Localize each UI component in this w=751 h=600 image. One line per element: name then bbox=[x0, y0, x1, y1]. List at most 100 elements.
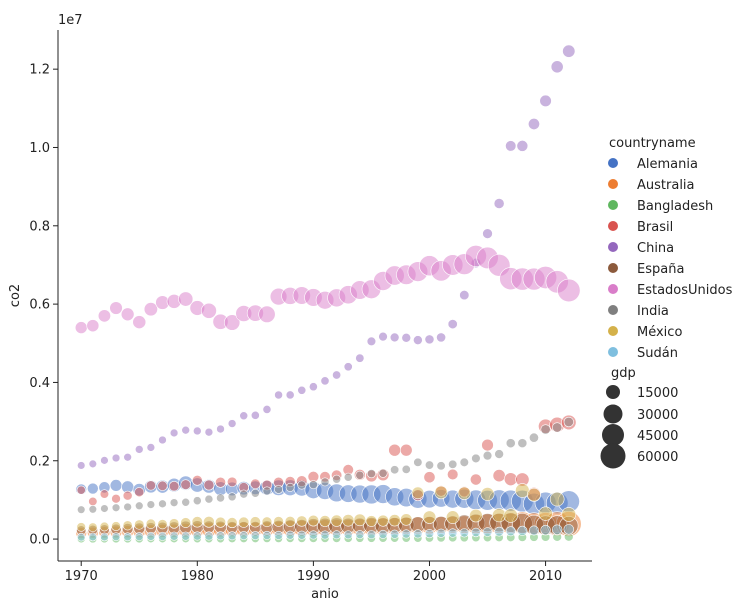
data-point bbox=[563, 416, 574, 428]
data-point bbox=[399, 443, 413, 457]
data-point bbox=[227, 531, 237, 541]
data-point bbox=[111, 532, 121, 542]
data-point bbox=[422, 510, 437, 524]
data-point bbox=[493, 198, 505, 209]
data-point bbox=[134, 532, 144, 541]
data-point bbox=[505, 526, 516, 537]
data-point bbox=[342, 514, 355, 527]
data-point bbox=[87, 482, 99, 495]
data-point bbox=[480, 487, 495, 501]
data-point bbox=[423, 471, 436, 484]
y-tick-label: 1.0 bbox=[29, 141, 50, 156]
data-point bbox=[274, 484, 284, 494]
data-point bbox=[88, 532, 98, 542]
legend-label: EstadosUnidos bbox=[637, 283, 733, 298]
data-point bbox=[424, 460, 435, 470]
legend-marker bbox=[608, 305, 618, 315]
x-tick-label: 2010 bbox=[529, 569, 562, 584]
data-point bbox=[191, 475, 203, 486]
data-point bbox=[216, 493, 225, 503]
data-point bbox=[134, 519, 145, 530]
data-point bbox=[529, 432, 539, 443]
data-point bbox=[262, 486, 272, 496]
legend-marker bbox=[608, 284, 618, 294]
data-point bbox=[355, 470, 365, 480]
data-point bbox=[503, 472, 518, 486]
data-point bbox=[320, 477, 330, 487]
data-point bbox=[401, 464, 411, 474]
data-point bbox=[97, 309, 111, 323]
data-point bbox=[250, 531, 260, 541]
legend-size-title: gdp bbox=[611, 366, 636, 381]
data-point bbox=[448, 459, 458, 469]
data-point bbox=[550, 60, 564, 74]
legend-marker bbox=[608, 326, 618, 336]
data-point bbox=[192, 496, 202, 506]
data-point bbox=[459, 290, 470, 301]
y-axis-label: co2 bbox=[8, 284, 23, 307]
legend-marker bbox=[608, 347, 618, 357]
data-point bbox=[447, 468, 459, 481]
data-point bbox=[76, 485, 86, 495]
data-point bbox=[135, 501, 144, 511]
data-point bbox=[86, 319, 100, 333]
data-point bbox=[482, 450, 493, 461]
data-point bbox=[469, 508, 483, 523]
data-point bbox=[562, 44, 576, 58]
data-point bbox=[332, 370, 342, 380]
series-9 bbox=[76, 524, 574, 542]
data-point bbox=[203, 479, 215, 491]
data-point bbox=[445, 510, 460, 524]
data-point bbox=[319, 515, 331, 527]
data-point bbox=[88, 496, 98, 507]
data-point bbox=[158, 435, 167, 445]
y-tick-label: 1.2 bbox=[29, 63, 50, 78]
data-point bbox=[123, 452, 132, 462]
data-point bbox=[482, 228, 493, 239]
series-4 bbox=[77, 44, 576, 470]
data-point bbox=[77, 505, 86, 514]
data-point bbox=[492, 469, 506, 483]
data-point bbox=[239, 411, 249, 421]
data-point bbox=[169, 531, 179, 541]
data-point bbox=[320, 530, 330, 540]
data-point bbox=[401, 332, 412, 343]
data-point bbox=[332, 530, 342, 540]
data-point bbox=[122, 490, 133, 501]
data-point bbox=[273, 516, 284, 527]
data-point bbox=[563, 524, 574, 535]
x-axis-label: anio bbox=[311, 587, 339, 600]
data-point bbox=[192, 531, 202, 541]
data-point bbox=[146, 443, 156, 452]
data-point bbox=[250, 488, 260, 498]
legend-label: Alemania bbox=[637, 157, 698, 172]
data-point bbox=[76, 532, 86, 542]
data-point bbox=[201, 302, 217, 319]
legend-label: México bbox=[637, 325, 682, 340]
data-point bbox=[308, 480, 318, 490]
data-point bbox=[111, 493, 121, 504]
data-point bbox=[447, 319, 458, 330]
data-point bbox=[424, 529, 435, 539]
data-point bbox=[308, 530, 318, 540]
data-point bbox=[494, 526, 505, 537]
data-point bbox=[540, 424, 551, 435]
data-point bbox=[99, 521, 110, 532]
data-point bbox=[549, 491, 565, 507]
data-point bbox=[528, 118, 540, 130]
data-point bbox=[413, 457, 423, 467]
data-point bbox=[157, 519, 168, 530]
series-7 bbox=[77, 416, 574, 514]
legend-size-marker bbox=[603, 404, 623, 424]
data-point bbox=[551, 524, 563, 535]
data-point bbox=[100, 532, 109, 542]
data-point bbox=[528, 525, 539, 536]
y-tick-label: 0.6 bbox=[29, 298, 50, 313]
data-point bbox=[366, 469, 376, 479]
data-point bbox=[552, 422, 563, 433]
data-point bbox=[226, 517, 238, 529]
data-point bbox=[470, 473, 482, 486]
data-point bbox=[180, 517, 192, 528]
data-point bbox=[204, 531, 214, 541]
